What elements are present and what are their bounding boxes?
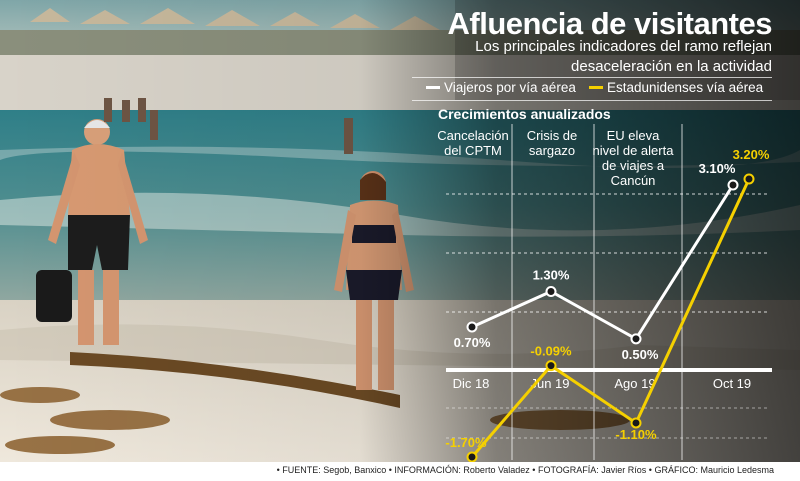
data-point-viajeros <box>727 179 739 191</box>
series-line-estadunidenses <box>470 178 751 458</box>
legend-divider-bottom <box>412 100 772 101</box>
x-axis-line <box>446 368 772 372</box>
data-label-viajeros: 0.50% <box>622 347 659 362</box>
event-annotation: Crisis de sargazo <box>526 128 578 158</box>
beach-photo <box>0 0 800 462</box>
data-label-viajeros: 0.70% <box>454 335 491 350</box>
line-chart: Dic 18 Jun 19 Ago 19 Oct 190.70%1.30%0.50%3… <box>445 147 772 462</box>
x-tick-label: Ago 19 <box>614 376 655 391</box>
legend-divider-top <box>412 77 772 78</box>
data-point-estadunidenses <box>545 360 557 372</box>
data-label-viajeros: 1.30% <box>533 268 570 283</box>
data-point-viajeros <box>466 321 478 333</box>
chart-heading: Crecimientos anualizados <box>438 106 611 122</box>
data-label-viajeros: 3.10% <box>699 161 736 176</box>
data-label-estadunidenses: -1.70% <box>445 435 487 450</box>
event-annotation: Cancelación del CPTM <box>437 128 509 158</box>
data-point-estadunidenses <box>743 173 755 185</box>
data-point-viajeros <box>630 333 642 345</box>
data-point-viajeros <box>545 286 557 297</box>
series-line-viajeros <box>471 184 735 341</box>
x-tick-label: Oct 19 <box>713 376 751 391</box>
data-label-estadunidenses: -1.10% <box>615 427 657 442</box>
data-label-estadunidenses: -0.09% <box>530 344 572 359</box>
page-title: Afluencia de visitantes <box>447 6 773 41</box>
legend-item-estadunidenses: Estadunidenses vía aérea <box>589 80 763 95</box>
chart-overlay: Afluencia de visitantes Los principales … <box>412 6 773 462</box>
legend-item-viajeros: Viajeros por vía aérea <box>426 80 576 95</box>
credits-footer: • FUENTE: Segob, Banxico • INFORMACIÓN: … <box>276 465 774 475</box>
data-label-estadunidenses: 3.20% <box>733 147 770 162</box>
data-point-estadunidenses <box>466 451 478 462</box>
legend-swatch-yellow <box>589 86 603 89</box>
x-tick-label: Dic 18 <box>453 376 490 391</box>
legend-label: Estadunidenses vía aérea <box>607 80 764 95</box>
data-point-estadunidenses <box>630 417 642 429</box>
page-subtitle: Los principales indicadores del ramo ref… <box>475 38 772 75</box>
legend-swatch-white <box>426 86 440 89</box>
event-annotation: EU eleva nivel de alerta de viajes a Can… <box>592 128 674 188</box>
legend-label: Viajeros por vía aérea <box>444 80 576 95</box>
